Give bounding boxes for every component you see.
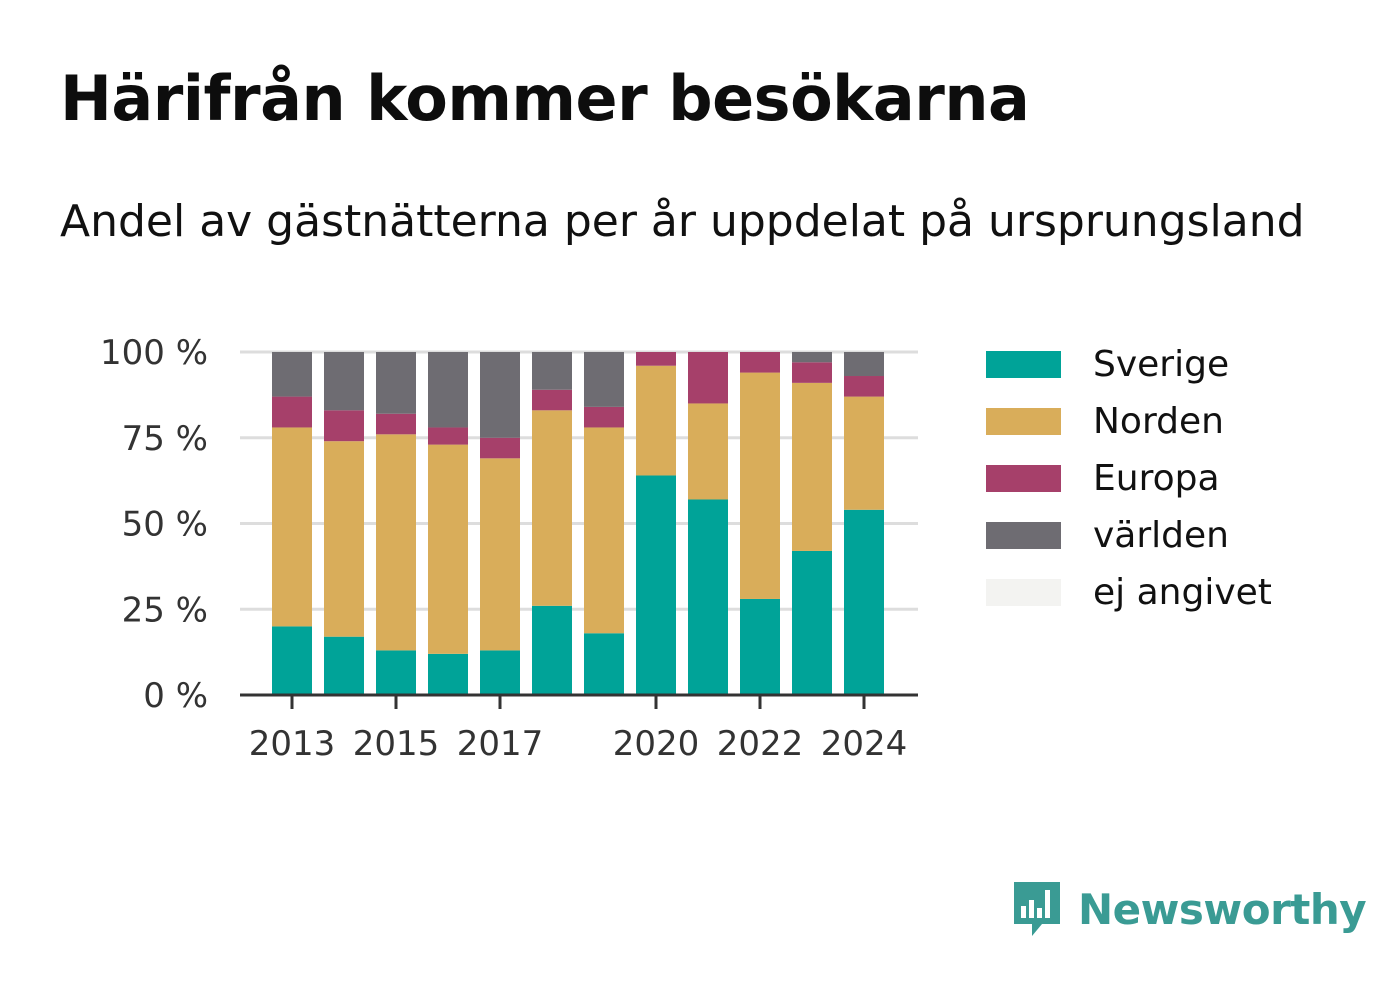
legend-item-ej-angivet: ej angivet (986, 564, 1272, 621)
legend-swatch-varlden (986, 522, 1061, 549)
brand-logo: Newsworthy (1010, 878, 1367, 940)
legend-label-norden: Norden (1093, 401, 1224, 442)
legend-item-norden: Norden (986, 393, 1272, 450)
bar-segment-Europa-2022 (740, 352, 780, 373)
bar-segment-världen-2023 (792, 352, 832, 363)
bar-segment-Norden-2013 (272, 427, 312, 627)
bar-segment-Norden-2016 (428, 444, 468, 654)
bar-segment-Sverige-2018 (532, 605, 572, 695)
legend-swatch-norden (986, 408, 1061, 435)
x-tick-label: 2015 (353, 724, 440, 764)
bar-segment-Europa-2023 (792, 362, 832, 383)
legend-swatch-sverige (986, 351, 1061, 378)
bar-segment-världen-2013 (272, 352, 312, 397)
bar-segment-Norden-2017 (480, 458, 520, 651)
bar-segment-Sverige-2015 (376, 650, 416, 695)
bar-segment-Sverige-2020 (636, 475, 676, 695)
legend-item-sverige: Sverige (986, 336, 1272, 393)
chart-title: Härifrån kommer besökarna (60, 62, 1030, 135)
newsworthy-logo-icon (1014, 882, 1060, 936)
bar-segment-världen-2016 (428, 352, 468, 428)
bar-segment-Europa-2014 (324, 410, 364, 442)
y-tick-label: 100 % (100, 333, 208, 373)
bar-segment-Sverige-2013 (272, 626, 312, 695)
x-tick-label: 2013 (249, 724, 336, 764)
bar-segment-Europa-2018 (532, 389, 572, 411)
bar-segment-Sverige-2014 (324, 636, 364, 695)
bar-segment-Sverige-2024 (844, 509, 884, 695)
x-tick-label: 2022 (717, 724, 804, 764)
bar-segment-Sverige-2022 (740, 598, 780, 695)
y-tick-label: 50 % (122, 505, 208, 545)
bar-segment-Europa-2021 (688, 352, 728, 404)
bar-segment-världen-2017 (480, 352, 520, 438)
bar-segment-Sverige-2016 (428, 653, 468, 695)
bar-segment-Norden-2014 (324, 441, 364, 637)
bar-segment-Norden-2021 (688, 403, 728, 500)
bar-segment-världen-2015 (376, 352, 416, 414)
x-tick-label: 2020 (613, 724, 700, 764)
bar-segment-Norden-2018 (532, 410, 572, 606)
legend: Sverige Norden Europa världen ej angivet (986, 336, 1272, 621)
bar-segment-världen-2019 (584, 352, 624, 407)
bar-segment-Europa-2024 (844, 376, 884, 397)
legend-item-varlden: världen (986, 507, 1272, 564)
bar-segment-Europa-2013 (272, 396, 312, 428)
bar-segment-världen-2024 (844, 352, 884, 377)
chart-subtitle: Andel av gästnätterna per år uppdelat på… (60, 196, 1305, 247)
bar-segment-Europa-2020 (636, 352, 676, 366)
bar-segment-Sverige-2023 (792, 550, 832, 695)
bar-segment-Sverige-2021 (688, 499, 728, 695)
bar-segment-Europa-2019 (584, 406, 624, 428)
y-tick-label: 75 % (122, 419, 208, 459)
bar-segment-världen-2014 (324, 352, 364, 411)
x-tick-label: 2017 (457, 724, 544, 764)
y-tick-label: 0 % (143, 676, 208, 716)
legend-label-sverige: Sverige (1093, 344, 1230, 385)
bar-segment-Sverige-2017 (480, 650, 520, 695)
bar-segment-Norden-2023 (792, 382, 832, 551)
legend-swatch-europa (986, 465, 1061, 492)
bar-segment-Norden-2019 (584, 427, 624, 634)
bar-segment-Norden-2024 (844, 396, 884, 510)
legend-label-ej-angivet: ej angivet (1093, 572, 1272, 613)
bar-segment-Sverige-2019 (584, 633, 624, 695)
legend-label-varlden: världen (1093, 515, 1229, 556)
x-tick-label: 2024 (821, 724, 908, 764)
bar-segment-Norden-2022 (740, 372, 780, 599)
bar-segment-världen-2018 (532, 352, 572, 390)
bar-segment-Norden-2015 (376, 434, 416, 651)
bar-segment-Europa-2017 (480, 437, 520, 459)
legend-item-europa: Europa (986, 450, 1272, 507)
y-tick-label: 25 % (122, 590, 208, 630)
bar-segment-Europa-2016 (428, 427, 468, 445)
brand-name: Newsworthy (1078, 884, 1367, 934)
stacked-bar-chart: 0 % 25 % 50 % 75 % 100 % 2013 2015 2017 2020 2022… (100, 333, 918, 764)
bar-segment-Norden-2020 (636, 365, 676, 476)
legend-label-europa: Europa (1093, 458, 1220, 499)
legend-swatch-ej-angivet (986, 579, 1061, 606)
bar-segment-Europa-2015 (376, 413, 416, 435)
